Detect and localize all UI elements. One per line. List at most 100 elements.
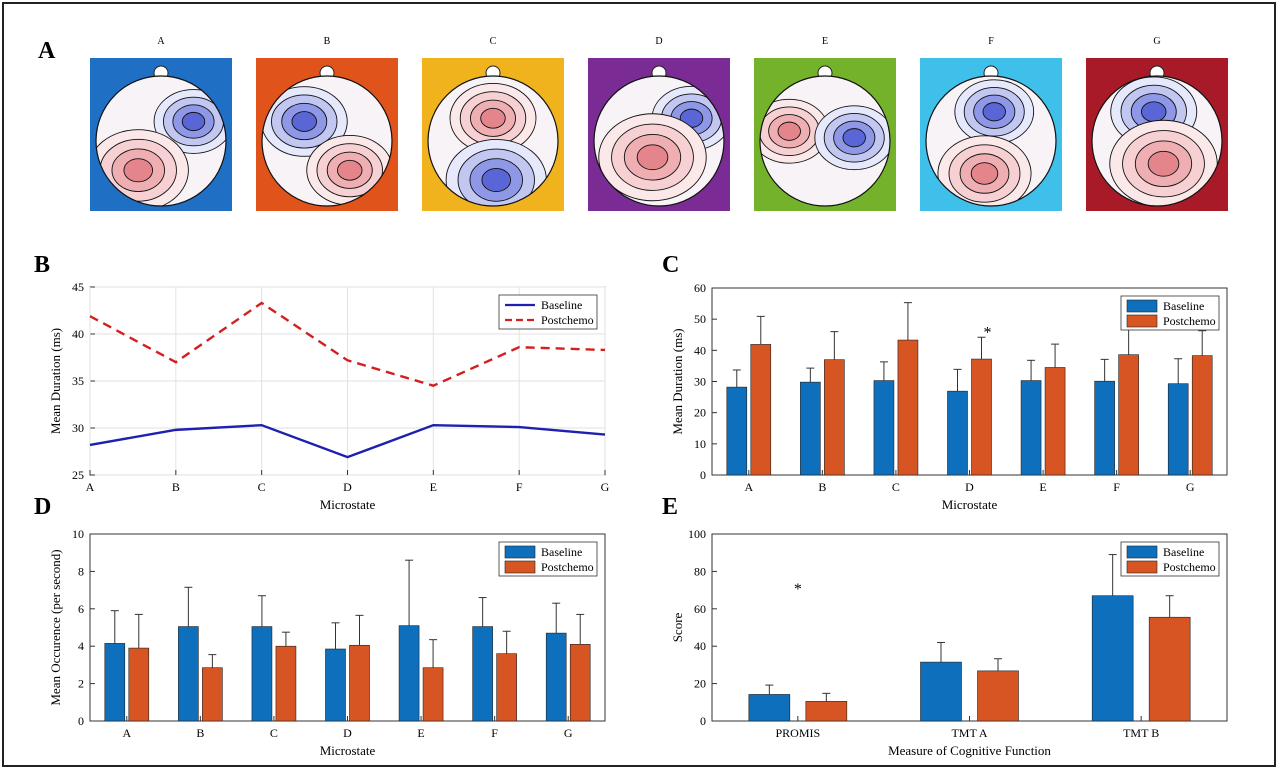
y-tick-label: 0	[78, 714, 84, 728]
y-tick-label: 20	[694, 406, 706, 420]
bar-postchemo	[824, 359, 845, 476]
x-tick-label: PROMIS	[775, 726, 820, 740]
bar-postchemo	[977, 670, 1019, 722]
bar-postchemo	[128, 647, 150, 722]
topomap-title: E	[822, 36, 828, 47]
x-axis-label: Measure of Cognitive Function	[888, 743, 1051, 758]
y-tick-label: 45	[72, 280, 84, 294]
chart-c-mean-duration-bars: 0 10 20 30 40 50 60 Microstate Mean Duration (ms…	[670, 281, 1228, 512]
bar-baseline	[1094, 380, 1115, 476]
panel-label-b: B	[34, 252, 50, 278]
y-axis-label: Mean Occurence (per second)	[48, 549, 63, 705]
bar-baseline	[873, 380, 895, 476]
bar-baseline	[748, 694, 791, 722]
legend-label-postchemo: Postchemo	[541, 560, 594, 574]
scalp-outline	[593, 75, 725, 207]
legend-swatch-postchemo	[1126, 314, 1158, 328]
bar-postchemo	[750, 344, 772, 476]
scalp-outline	[95, 75, 227, 207]
y-tick-label: 60	[694, 602, 706, 616]
topomap-f: F	[920, 36, 1062, 211]
y-tick-label: 20	[694, 677, 706, 691]
scalp-field	[926, 76, 1056, 206]
significance-asterisk: *	[984, 325, 992, 342]
topomap-title: A	[157, 36, 165, 47]
x-tick-label: A	[86, 480, 95, 494]
y-tick-label: 60	[694, 281, 706, 295]
y-tick-label: 35	[72, 374, 84, 388]
topomap-g: G	[1086, 36, 1228, 211]
y-tick-label: 4	[78, 639, 84, 653]
contour-line	[1141, 101, 1167, 123]
bar-baseline	[726, 386, 748, 476]
topomap-a: A	[90, 36, 232, 211]
x-tick-label: C	[258, 480, 266, 494]
legend-box	[498, 294, 598, 330]
bar-baseline	[1091, 595, 1134, 722]
x-tick-label: TMT B	[1123, 726, 1159, 740]
scalp-field	[428, 76, 558, 206]
y-tick-label: 40	[72, 327, 84, 341]
bar-postchemo	[496, 653, 517, 722]
x-axis-label: Microstate	[320, 743, 376, 758]
bar-postchemo	[1118, 354, 1139, 476]
y-tick-label: 10	[72, 527, 84, 541]
bar-postchemo	[349, 644, 370, 722]
scalp-outline	[1091, 75, 1223, 207]
topomap-d: D	[588, 36, 730, 211]
x-tick-label: E	[430, 480, 437, 494]
scalp-outline	[759, 75, 891, 207]
bar-baseline	[800, 381, 821, 476]
panel-label-a: A	[38, 38, 56, 64]
y-tick-label: 0	[700, 468, 706, 482]
x-tick-label: D	[343, 726, 352, 740]
x-axis-label: Microstate	[320, 497, 376, 512]
significance-asterisk: *	[794, 581, 802, 598]
legend-swatch-postchemo	[504, 560, 536, 574]
bar-postchemo	[202, 667, 223, 722]
legend-label-baseline: Baseline	[1163, 299, 1204, 313]
bar-baseline	[104, 643, 126, 722]
contour-line	[636, 144, 669, 171]
topomap-title: F	[988, 36, 994, 47]
scalp-outline	[261, 75, 393, 207]
x-tick-label: A	[744, 480, 753, 494]
bar-baseline	[1167, 383, 1189, 476]
contour-line	[123, 158, 154, 183]
x-axis-label: Microstate	[942, 497, 998, 512]
y-tick-label: 8	[78, 564, 84, 578]
chart-b-mean-duration-line: 25 30 35 40 45 Microstate Mean Duration (ms) A B…	[48, 280, 610, 512]
bar-postchemo	[805, 701, 848, 722]
x-tick-label: B	[818, 480, 826, 494]
y-tick-label: 30	[694, 375, 706, 389]
panel-label-d: D	[34, 494, 51, 520]
legend-label-baseline: Baseline	[541, 545, 582, 559]
x-tick-label: F	[491, 726, 498, 740]
y-tick-label: 0	[700, 714, 706, 728]
y-axis-label: Mean Duration (ms)	[670, 328, 685, 434]
y-axis-label: Score	[670, 612, 685, 642]
x-tick-label: D	[343, 480, 352, 494]
contour-line	[1147, 150, 1180, 177]
x-tick-label: E	[1039, 480, 1046, 494]
contour-line	[337, 159, 363, 181]
bar-postchemo	[971, 358, 992, 476]
bar-baseline	[251, 626, 273, 722]
bar-baseline	[1020, 380, 1042, 476]
topomap-title: G	[1153, 36, 1160, 47]
topomap-row: A B C D E F G	[90, 36, 1228, 211]
bar-baseline	[545, 632, 567, 722]
scalp-field	[1092, 76, 1222, 206]
x-tick-label: D	[965, 480, 974, 494]
y-tick-label: 100	[688, 527, 706, 541]
scalp-field	[760, 76, 890, 206]
topomap-b: B	[256, 36, 398, 211]
panel-label-c: C	[662, 252, 679, 278]
bar-postchemo	[569, 644, 591, 722]
x-tick-label: G	[1186, 480, 1195, 494]
contour-line	[842, 128, 866, 148]
legend-label-postchemo: Postchemo	[541, 313, 594, 327]
y-tick-label: 40	[694, 343, 706, 357]
